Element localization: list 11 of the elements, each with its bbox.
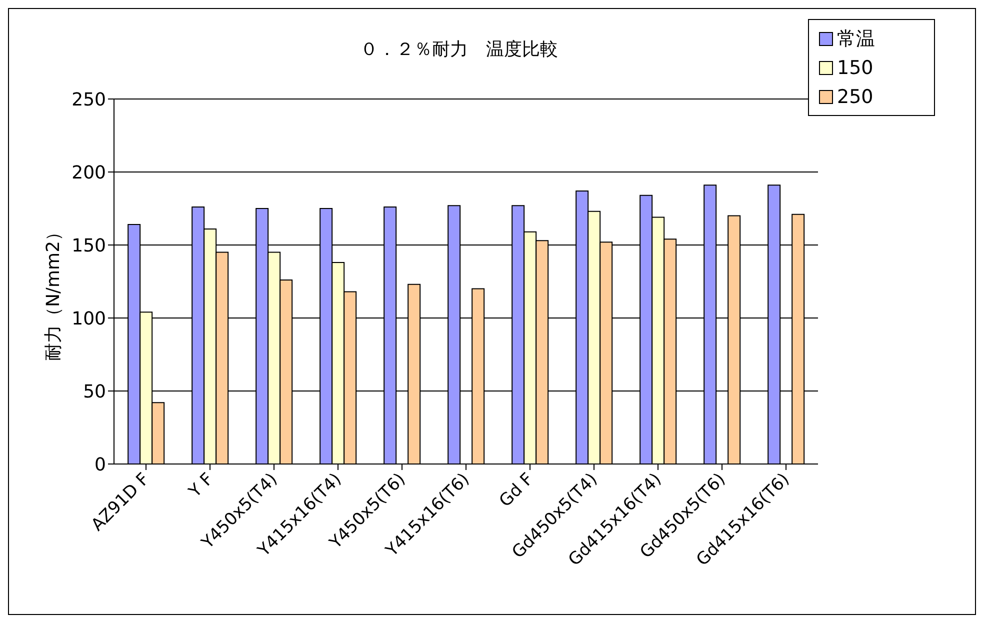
y-tick-label: 100 — [72, 308, 106, 330]
y-axis-title: 耐力（N/mm2） — [42, 222, 65, 362]
y-tick-label: 50 — [83, 381, 106, 402]
legend-label: 250 — [837, 86, 874, 108]
y-tick-label: 200 — [72, 162, 106, 184]
chart-title: ０．２％耐力 温度比較 — [360, 39, 558, 60]
y-tick-label: 250 — [72, 89, 106, 110]
legend-label: 常温 — [837, 26, 875, 52]
legend-label: 150 — [837, 56, 874, 78]
y-tick-label: 150 — [72, 235, 106, 256]
y-tick-label: 0 — [94, 454, 106, 476]
